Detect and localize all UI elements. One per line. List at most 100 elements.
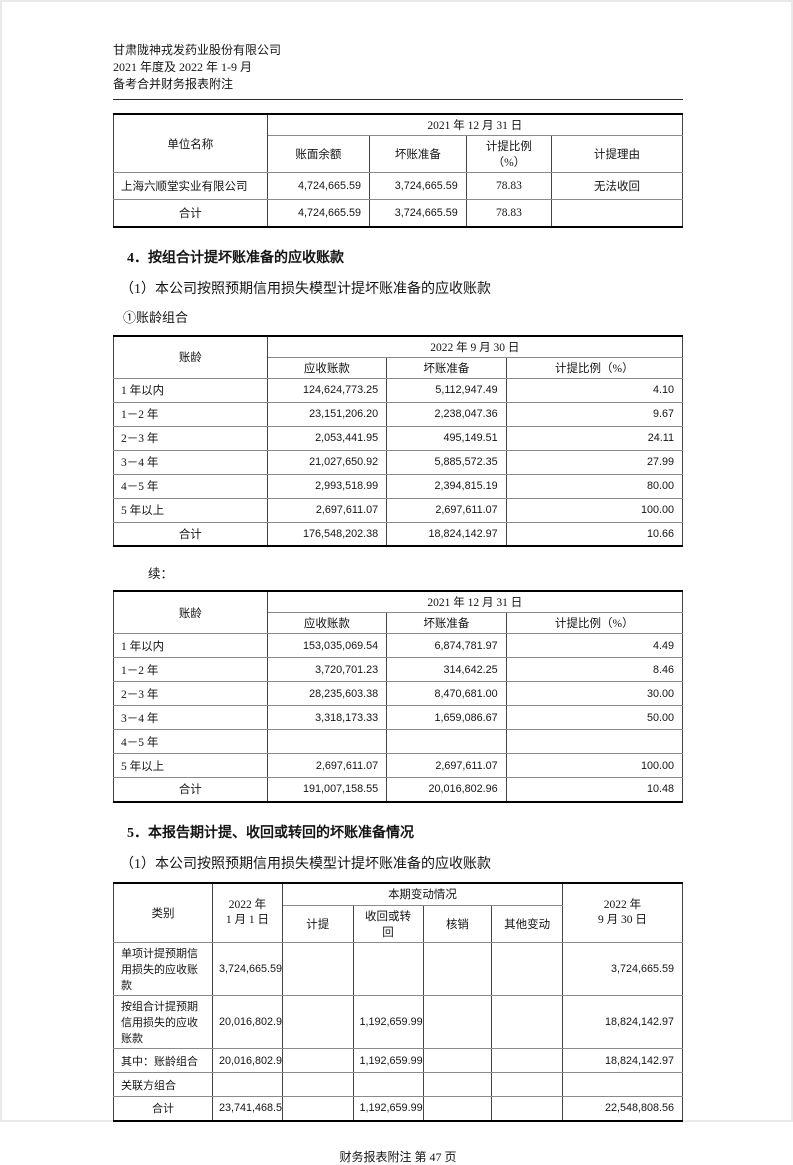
provision-cell: 1,659,086.67 [386,705,507,730]
ratio-cell: 24.11 [505,425,684,451]
col-header-change: 本期变动情况 [281,882,563,906]
end-cell: 22,548,808.56 [561,1096,684,1121]
aging-cell: 2－3 年 [113,425,268,451]
table-row: 2－3 年 2,053,441.95 495,149.51 24.11 [113,425,684,451]
individual-provision-table: 单位名称 2021 年 12 月 31 日 账面余额 坏账准备 计提比例（%） … [113,113,684,228]
ratio-cell: 30.00 [505,681,684,706]
receivable-cell: 28,235,603.38 [266,681,388,706]
aging-cell: 5 年以上 [113,497,268,523]
accrual-cell [281,942,354,996]
table-row: 4－5 年 [113,729,684,754]
receivable-cell: 2,697,611.07 [266,753,388,778]
ratio-cell: 50.00 [505,705,684,730]
aging-cell: 合计 [113,521,268,547]
col-header-category: 类别 [113,882,213,943]
table-row: 关联方组合 [113,1072,684,1097]
provision-cell: 3,724,665.59 [369,199,467,227]
table-row: 3－4 年 3,318,173.33 1,659,086.67 50.00 [113,705,684,730]
aging-cell: 3－4 年 [113,705,268,730]
col-header-ratio: 计提比例（%） [465,135,553,173]
ratio-cell [505,729,684,754]
col-header-aging: 账龄 [113,335,268,379]
report-period: 2021 年度及 2022 年 1-9 月 [113,60,252,74]
document-header: 甘肃陇神戎发药业股份有限公司 2021 年度及 2022 年 1-9 月 备考合… [113,42,683,93]
provision-cell: 20,016,802.96 [386,777,507,802]
accrual-cell [281,1072,354,1097]
table-row: 1－2 年 3,720,701.23 314,642.25 8.46 [113,657,684,682]
col-header-date: 2021 年 12 月 31 日 [266,590,684,613]
col-header-end: 2022 年 9 月 30 日 [561,882,684,943]
col-header-receivable: 应收账款 [266,612,388,634]
receivable-cell: 3,318,173.33 [266,705,388,730]
table-total-row: 合计 23,741,468.55 1,192,659.99 22,548,808… [113,1096,684,1121]
continuation-label: 续： [148,567,174,581]
balance-cell: 4,724,665.59 [266,172,371,200]
recovery-cell: 1,192,659.99 [352,1048,424,1073]
end-cell [561,1072,684,1097]
other-cell [491,1072,563,1097]
section-5-title: 5．本报告期计提、收回或转回的坏账准备情况 [127,825,414,841]
end-cell: 18,824,142.97 [561,1048,684,1073]
col-header-date: 2022 年 9 月 30 日 [266,335,684,358]
receivable-cell: 176,548,202.38 [266,521,388,547]
provision-cell: 5,885,572.35 [386,449,507,475]
writeoff-cell [422,1072,493,1097]
aging-table-2021: 账龄 2021 年 12 月 31 日 应收账款 坏账准备 计提比例（%） 1 … [113,590,684,803]
receivable-cell: 23,151,206.20 [266,401,388,427]
provision-cell: 8,470,681.00 [386,681,507,706]
table-row: 2－3 年 28,235,603.38 8,470,681.00 30.00 [113,681,684,706]
aging-cell: 5 年以上 [113,753,268,778]
aging-cell: 1 年以内 [113,377,268,403]
writeoff-cell [422,995,493,1049]
col-header-begin: 2022 年 1 月 1 日 [212,882,283,943]
table-row: 4－5 年 2,993,518.99 2,394,815.19 80.00 [113,473,684,499]
entity-cell: 合计 [113,199,268,227]
provision-cell [386,729,507,754]
section-5-subtitle: （1）本公司按照预期信用损失模型计提坏账准备的应收账款 [120,856,491,872]
header-divider [113,99,683,100]
col-header-reason: 计提理由 [551,135,683,173]
table-row: 上海六顺堂实业有限公司 4,724,665.59 3,724,665.59 78… [113,172,683,200]
receivable-cell: 21,027,650.92 [266,449,388,475]
table-total-row: 合计 4,724,665.59 3,724,665.59 78.83 [113,199,683,227]
ratio-cell: 80.00 [505,473,684,499]
receivable-cell: 2,053,441.95 [266,425,388,451]
receivable-cell: 153,035,069.54 [266,633,388,658]
receivable-cell [266,729,388,754]
col-header-ratio: 计提比例（%） [505,356,684,379]
page-footer: 财务报表附注 第 47 页 [339,1149,457,1164]
reason-cell: 无法收回 [551,172,683,200]
recovery-cell: 1,192,659.99 [352,1096,424,1121]
receivable-cell: 2,697,611.07 [266,497,388,523]
col-header-ratio: 计提比例（%） [505,612,684,634]
aging-cell: 4－5 年 [113,729,268,754]
col-header-entity: 单位名称 [113,113,268,173]
ratio-cell: 10.48 [505,777,684,802]
ratio-cell: 100.00 [505,753,684,778]
col-header-date: 2021 年 12 月 31 日 [266,113,684,136]
begin-cell: 20,016,802.96 [212,1048,283,1073]
aging-cell: 1－2 年 [113,401,268,427]
col-header-provision: 坏账准备 [386,612,507,634]
balance-cell: 4,724,665.59 [266,199,371,227]
col-header-balance: 账面余额 [266,135,371,173]
aging-table-2022: 账龄 2022 年 9 月 30 日 应收账款 坏账准备 计提比例（%） 1 年… [113,334,684,547]
ratio-cell: 100.00 [505,497,684,523]
begin-cell: 3,724,665.59 [212,942,283,996]
writeoff-cell [422,1048,493,1073]
provision-cell: 18,824,142.97 [386,521,507,547]
ratio-cell: 10.66 [505,521,684,547]
table-total-row: 合计 191,007,158.55 20,016,802.96 10.48 [113,777,684,802]
reason-cell [551,199,683,227]
provision-cell: 2,697,611.07 [386,497,507,523]
provision-cell: 495,149.51 [386,425,507,451]
aging-cell: 合计 [113,777,268,802]
section-4-subtitle: （1）本公司按照预期信用损失模型计提坏账准备的应收账款 [120,281,491,297]
begin-cell: 20,016,802.96 [212,995,283,1049]
provision-cell: 5,112,947.49 [386,377,507,403]
table-row: 其中：账龄组合 20,016,802.96 1,192,659.99 18,82… [113,1048,684,1073]
col-header-provision: 坏账准备 [369,135,467,173]
ratio-cell: 4.49 [505,633,684,658]
aging-group-label: ①账龄组合 [123,309,189,325]
table-row: 3－4 年 21,027,650.92 5,885,572.35 27.99 [113,449,684,475]
